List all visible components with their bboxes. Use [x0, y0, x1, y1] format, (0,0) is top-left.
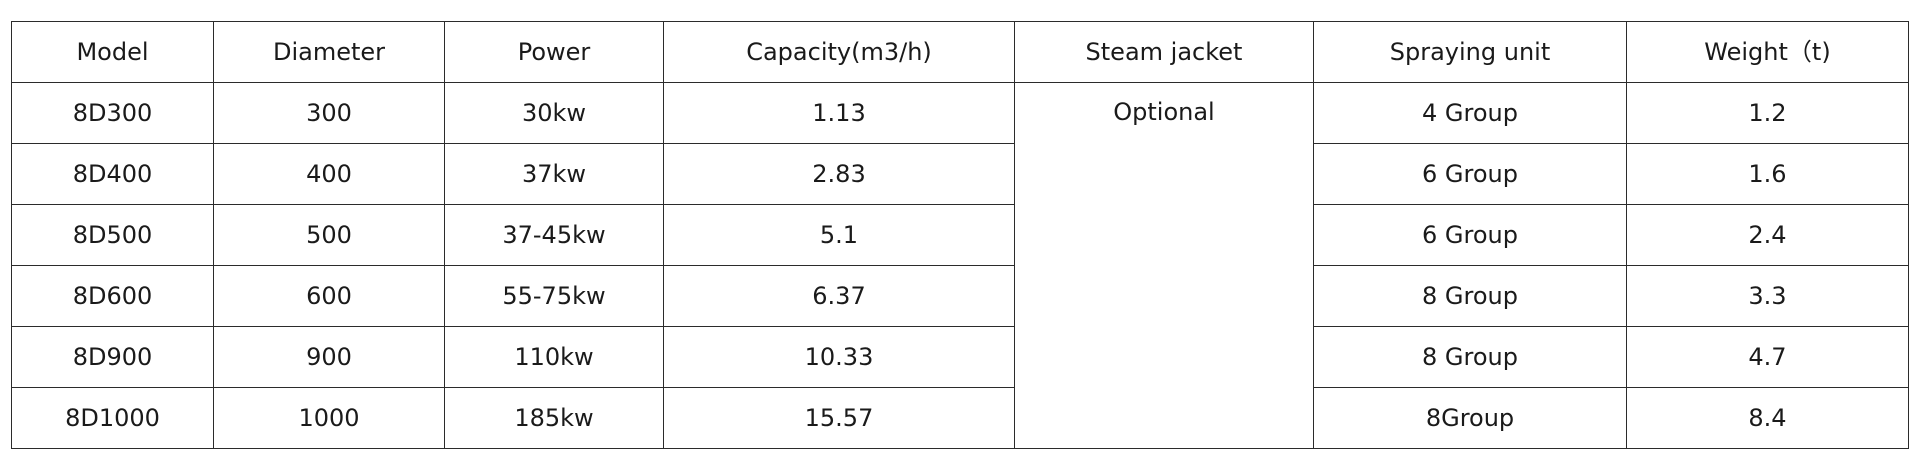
header-steam-jacket: Steam jacket [1014, 21, 1314, 83]
table-row: 8D600 600 55-75kw 6.37 8 Group 3.3 [11, 265, 1909, 327]
cell-diameter: 1000 [213, 387, 445, 449]
cell-model: 8D1000 [11, 387, 214, 449]
cell-power: 30kw [444, 82, 664, 144]
header-spraying-unit: Spraying unit [1313, 21, 1627, 83]
cell-weight: 3.3 [1626, 265, 1909, 327]
header-power: Power [444, 21, 664, 83]
cell-model: 8D600 [11, 265, 214, 327]
header-row: Model Diameter Power Capacity(m3/h) Stea… [11, 21, 1909, 83]
cell-model: 8D300 [11, 82, 214, 144]
cell-spraying-unit: 8Group [1313, 387, 1627, 449]
cell-capacity: 6.37 [663, 265, 1015, 327]
header-diameter: Diameter [213, 21, 445, 83]
header-model: Model [11, 21, 214, 83]
table-row: 8D500 500 37-45kw 5.1 6 Group 2.4 [11, 204, 1909, 266]
cell-diameter: 500 [213, 204, 445, 266]
cell-power: 37kw [444, 143, 664, 205]
cell-capacity: 15.57 [663, 387, 1015, 449]
table-row: 8D1000 1000 185kw 15.57 8Group 8.4 [11, 387, 1909, 449]
cell-diameter: 300 [213, 82, 445, 144]
cell-diameter: 900 [213, 326, 445, 388]
header-capacity: Capacity(m3/h) [663, 21, 1015, 83]
cell-spraying-unit: 6 Group [1313, 143, 1627, 205]
cell-spraying-unit: 8 Group [1313, 265, 1627, 327]
cell-power: 185kw [444, 387, 664, 449]
cell-power: 37-45kw [444, 204, 664, 266]
cell-model: 8D500 [11, 204, 214, 266]
cell-model: 8D900 [11, 326, 214, 388]
cell-weight: 1.2 [1626, 82, 1909, 144]
cell-capacity: 5.1 [663, 204, 1015, 266]
cell-weight: 2.4 [1626, 204, 1909, 266]
table-row: 8D400 400 37kw 2.83 6 Group 1.6 [11, 143, 1909, 205]
cell-spraying-unit: 6 Group [1313, 204, 1627, 266]
cell-model: 8D400 [11, 143, 214, 205]
cell-weight: 1.6 [1626, 143, 1909, 205]
cell-capacity: 1.13 [663, 82, 1015, 144]
cell-capacity: 2.83 [663, 143, 1015, 205]
cell-capacity: 10.33 [663, 326, 1015, 388]
cell-diameter: 600 [213, 265, 445, 327]
cell-weight: 8.4 [1626, 387, 1909, 449]
cell-weight: 4.7 [1626, 326, 1909, 388]
cell-power: 110kw [444, 326, 664, 388]
cell-steam-jacket: Optional [1014, 82, 1314, 449]
cell-diameter: 400 [213, 143, 445, 205]
spec-table: Model Diameter Power Capacity(m3/h) Stea… [11, 21, 1909, 449]
cell-power: 55-75kw [444, 265, 664, 327]
header-weight: Weight（t) [1626, 21, 1909, 83]
cell-spraying-unit: 4 Group [1313, 82, 1627, 144]
table-row: 8D300 300 30kw 1.13 Optional 4 Group 1.2 [11, 82, 1909, 449]
table-row: 8D900 900 110kw 10.33 8 Group 4.7 [11, 326, 1909, 388]
cell-spraying-unit: 8 Group [1313, 326, 1627, 388]
